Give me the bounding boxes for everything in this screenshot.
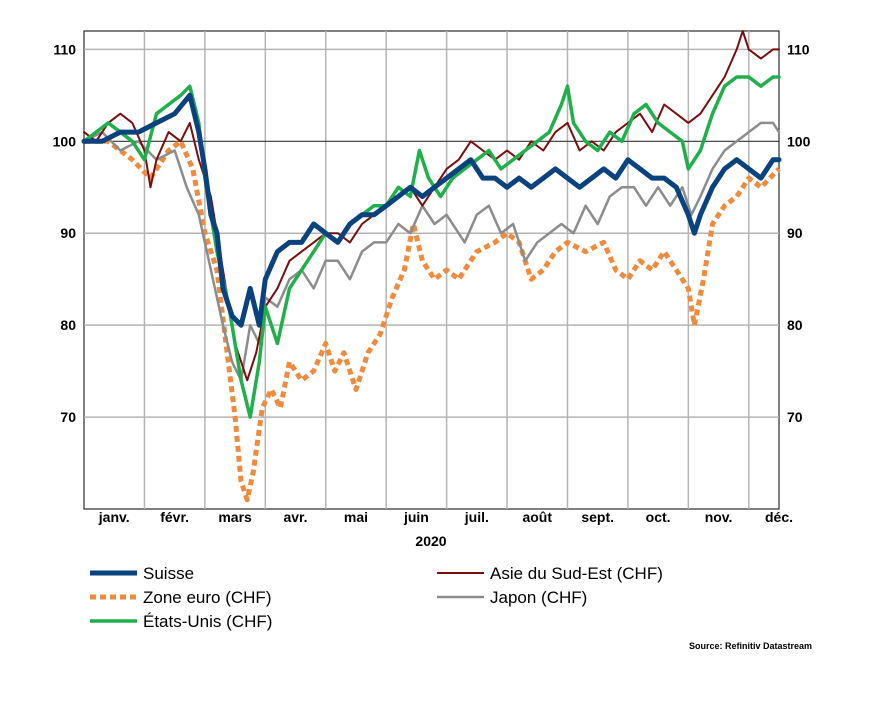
y-tick-label-right: 90 (787, 225, 803, 241)
y-tick-label-left: 90 (60, 225, 76, 241)
y-tick-label-left: 70 (60, 409, 76, 425)
series-line (82, 121, 781, 382)
x-tick-label: sept. (581, 509, 614, 525)
legend-label: États-Unis (CHF) (143, 612, 272, 631)
plot-frame (83, 30, 780, 510)
y-tick-label-right: 80 (787, 317, 803, 333)
legend-label: Zone euro (CHF) (143, 588, 271, 607)
y-tick-label-right: 110 (787, 41, 810, 57)
legend-label: Suisse (143, 564, 194, 583)
x-tick-label: avr. (283, 509, 307, 525)
tick-labels: 70 70 80 80 90 90 100 100 110 110 janv. févr. mars av… (53, 41, 811, 525)
x-tick-label: juin (403, 509, 429, 525)
x-tick-label: mai (344, 509, 368, 525)
y-tick-label-left: 110 (53, 41, 76, 57)
series-line (83, 30, 780, 382)
y-tick-label-left: 80 (60, 317, 76, 333)
y-tick-label-right: 100 (787, 133, 811, 149)
y-tick-label-right: 70 (787, 409, 803, 425)
x-tick-label: mars (218, 509, 252, 525)
x-tick-label: janv. (98, 509, 130, 525)
x-tick-label: août (522, 509, 552, 525)
x-tick-label: nov. (705, 509, 733, 525)
series-group (81, 30, 782, 503)
x-axis-label: 2020 (415, 533, 446, 549)
source-note: Source: Refinitiv Datastream (689, 641, 812, 651)
x-tick-label: oct. (646, 509, 671, 525)
x-tick-label: juil. (464, 509, 489, 525)
x-tick-label: déc. (765, 509, 793, 525)
series-line (81, 92, 782, 328)
legend-label: Japon (CHF) (490, 588, 587, 607)
y-tick-label-left: 100 (53, 133, 77, 149)
legend-label: Asie du Sud-Est (CHF) (490, 564, 663, 583)
legend: Suisse Zone euro (CHF) États-Unis (CHF) Asi… (90, 564, 663, 631)
x-tick-label: févr. (160, 509, 189, 525)
